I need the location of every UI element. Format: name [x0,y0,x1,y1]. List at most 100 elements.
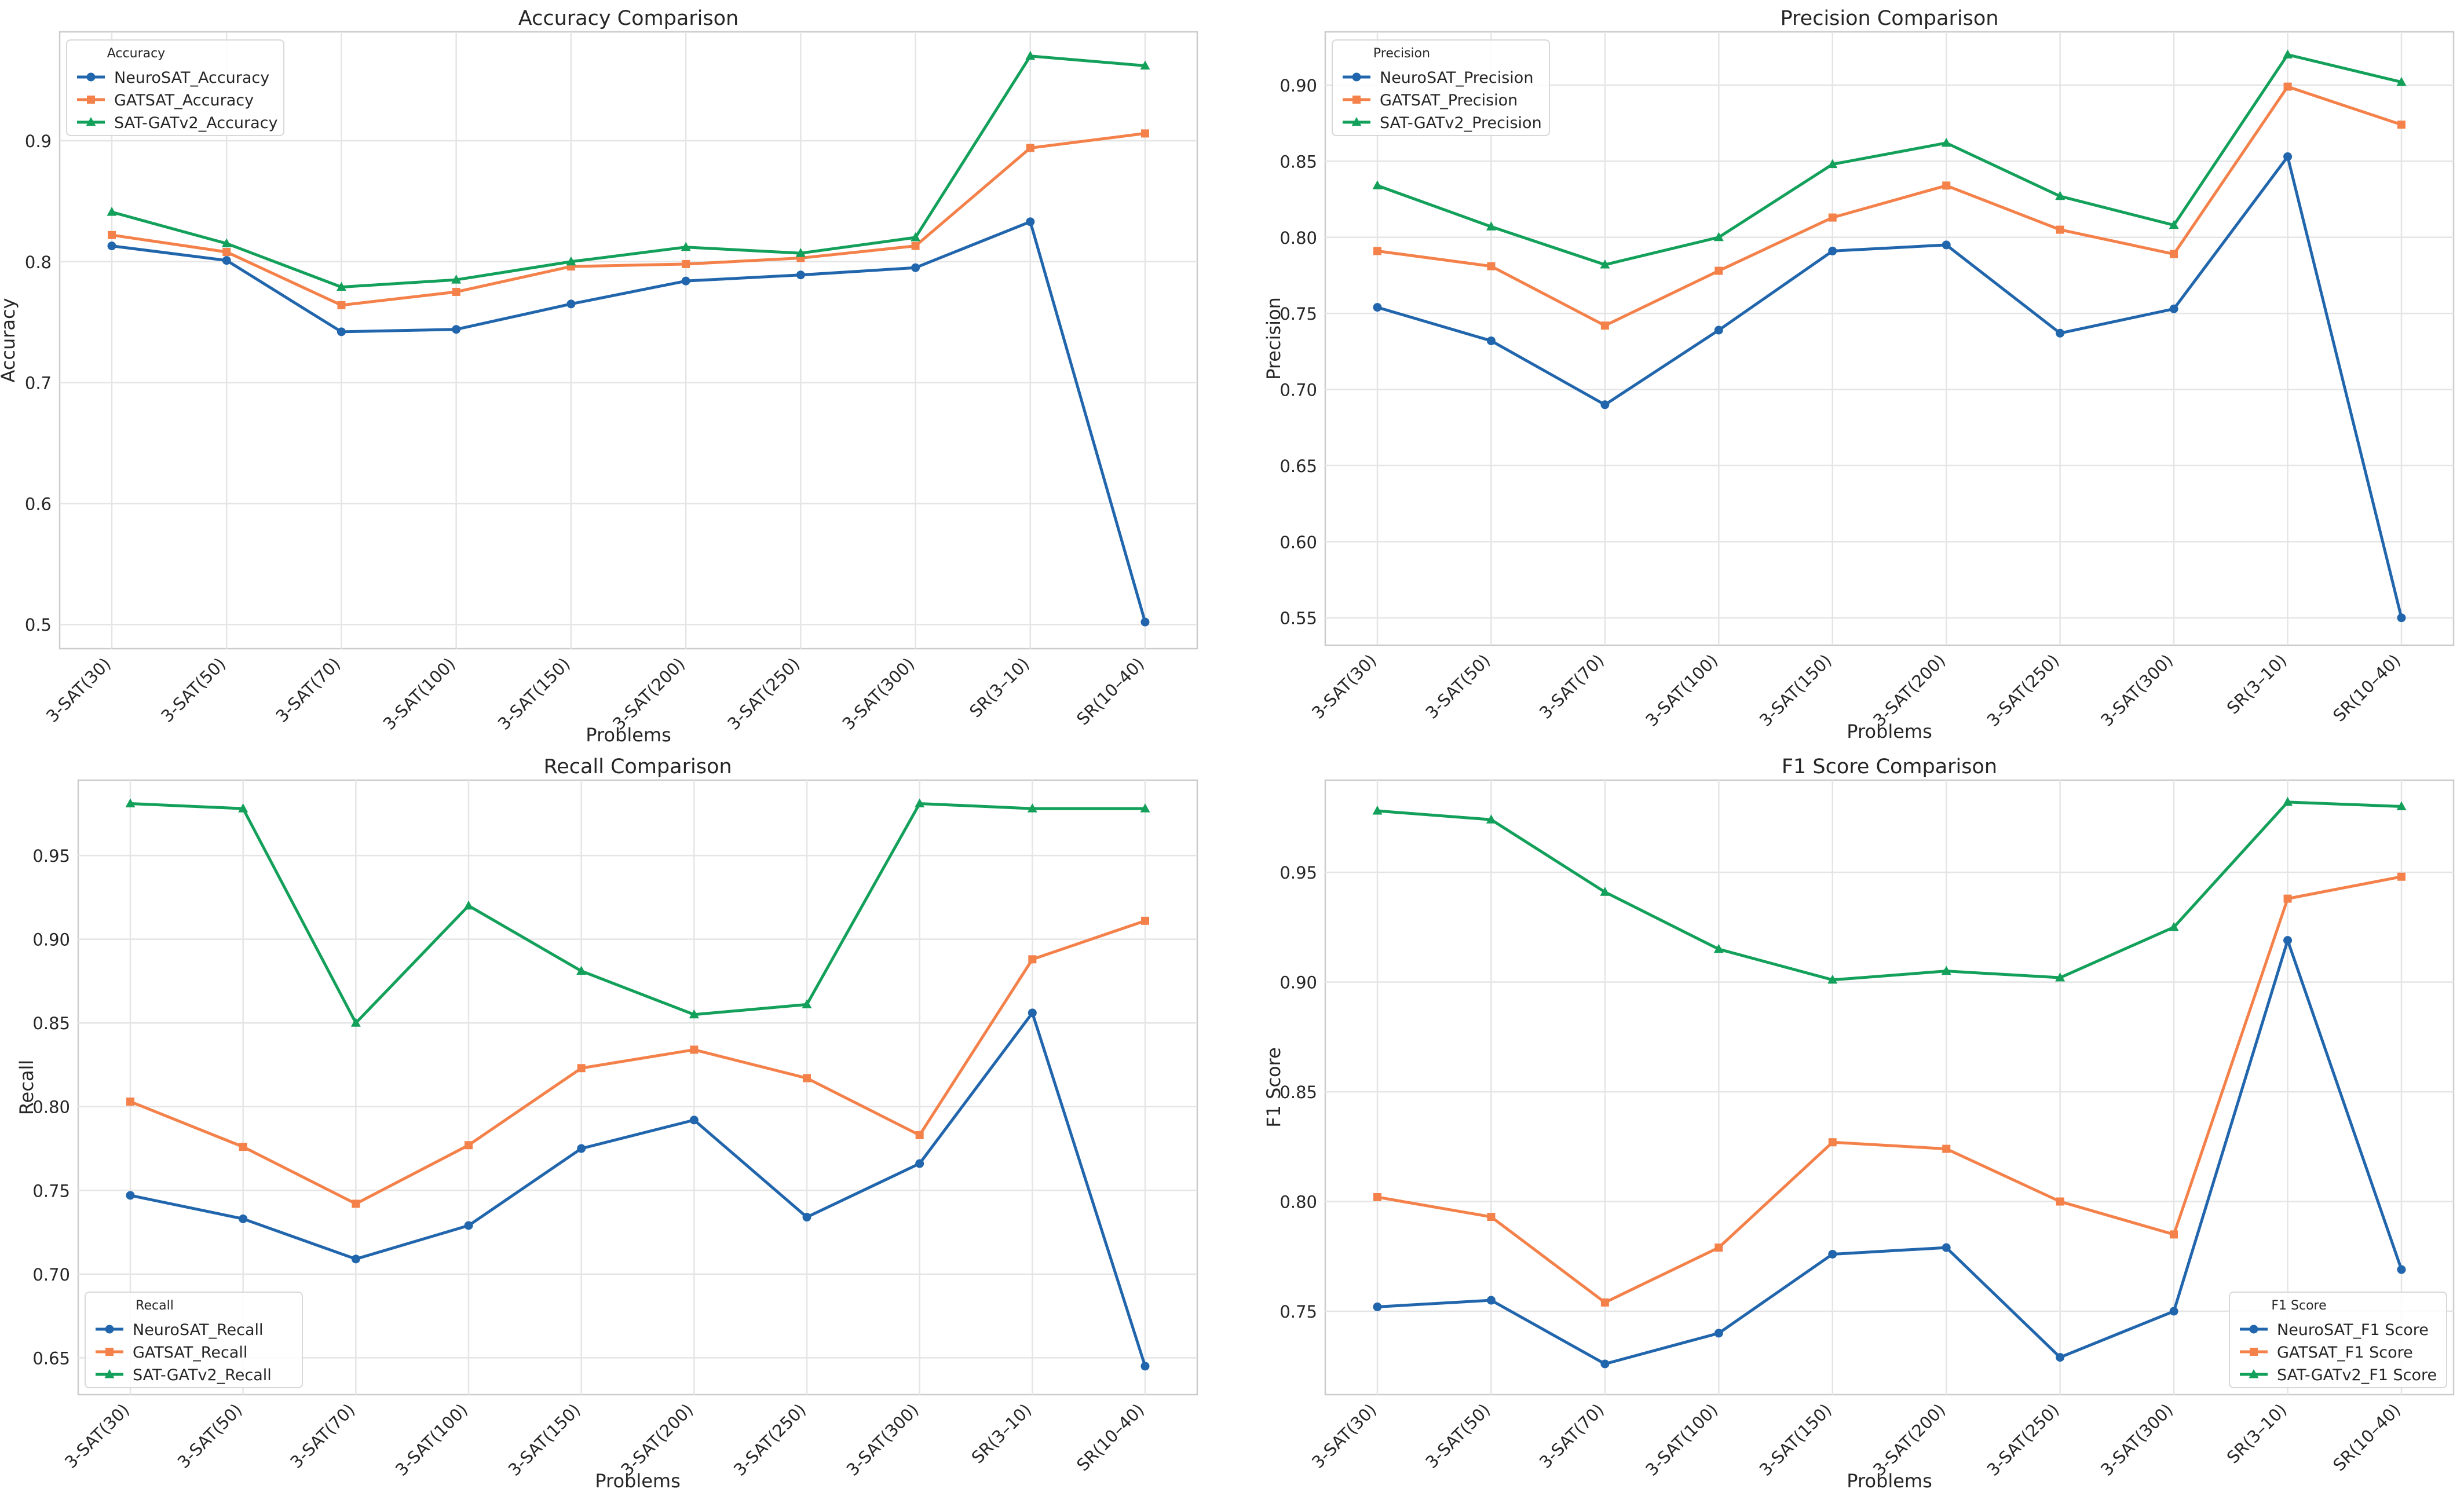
data-point [689,1115,699,1125]
legend-marker [1352,72,1361,82]
data-point [1827,974,1838,984]
series [1373,82,2405,330]
series-line [130,919,1146,1205]
data-point [1141,129,1149,138]
data-point [2055,191,2065,200]
data-point [803,1074,811,1082]
chart-panel: 0.750.800.850.900.953-SAT(30) 3-SAT(50) 3-… [1263,755,2455,1492]
data-point [465,1141,473,1150]
legend-label: GATSAT_Precision [1380,92,1518,109]
data-point [1486,1296,1496,1305]
legend-marker [86,117,96,126]
data-point [238,803,248,813]
data-point [802,999,812,1008]
data-point [2283,152,2293,161]
data-point [125,798,136,807]
data-point [239,1214,248,1223]
y-tick-label: 0.55 [1279,609,1317,628]
data-point [463,900,474,910]
y-tick-label: 0.75 [1279,1302,1317,1322]
y-axis-label: Recall [16,1060,38,1115]
legend-label: NeuroSAT_Precision [1380,69,1533,87]
data-point [577,1064,586,1073]
y-tick-label: 0.80 [1279,1193,1317,1212]
data-point [239,1143,247,1151]
data-point [1028,1008,1037,1018]
y-tick-label: 0.75 [1279,304,1317,324]
data-point [1600,400,1610,409]
data-point [350,1018,361,1027]
y-tick-label: 0.85 [1279,152,1317,171]
series-line [1377,155,2403,619]
data-point [2397,120,2405,129]
legend-marker [2249,1369,2259,1378]
legend-marker [104,1369,115,1378]
data-point [1373,247,1381,255]
legend-label: SAT-GATv2_Accuracy [114,114,277,132]
y-tick-label: 0.90 [1279,76,1317,96]
series [125,798,1150,1027]
data-point [1486,221,1496,231]
legend-label: SAT-GATv2_Recall [133,1366,272,1384]
data-point [1828,213,1837,222]
series-line [111,131,1146,307]
legend-marker [105,1325,114,1334]
data-point [1373,303,1382,312]
chart-title: Precision Comparison [1781,7,1999,30]
data-point [2283,796,2293,806]
y-tick-label: 0.6 [25,494,52,514]
legend-box [1332,39,1550,136]
legend: Accuracy NeuroSAT_Accuracy GATSAT_Accuracy… [66,39,284,136]
legend-marker [2249,1325,2258,1334]
data-point [1713,232,1724,242]
legend-box [66,39,284,136]
y-tick-label: 0.65 [32,1348,70,1368]
data-point [222,248,231,257]
data-point [1486,814,1496,824]
legend-box [2229,1292,2447,1388]
series-line [1377,53,2402,266]
series [108,129,1149,309]
data-point [2397,1265,2406,1274]
y-tick-label: 0.7 [25,374,52,393]
y-tick-label: 0.80 [1279,228,1317,248]
legend-title: Accuracy [107,46,165,61]
legend-label: GATSAT_Recall [133,1344,247,1362]
data-point [2283,936,2293,945]
x-axis-label: Problems [1847,1470,1932,1492]
y-tick-label: 0.65 [1279,456,1317,476]
data-point [1600,321,1609,330]
data-point [566,299,576,309]
chart-panel: 0.550.600.650.700.750.800.850.903-SAT(30… [1263,7,2455,742]
data-point [2397,872,2405,881]
data-point [2056,1353,2065,1362]
data-point [911,263,920,272]
data-point [1714,1243,1723,1252]
x-axis-label: Problems [595,1470,681,1492]
data-point [1827,159,1838,169]
data-point [1026,217,1035,226]
y-tick-label: 0.85 [1279,1082,1317,1102]
data-point [915,1131,924,1139]
data-point [1942,1144,1951,1153]
legend-marker [1352,96,1361,104]
legend-label: SAT-GATv2_Precision [1380,114,1542,132]
legend-box [85,1292,303,1388]
y-tick-label: 0.75 [32,1181,70,1201]
data-point [2169,220,2179,229]
data-point [795,248,806,257]
series [107,217,1150,627]
data-point [2396,801,2407,810]
data-point [915,798,925,807]
data-point [2170,250,2178,258]
data-point [796,270,805,280]
data-point [107,242,116,251]
y-tick-label: 0.80 [32,1098,70,1117]
data-point [222,256,231,265]
y-axis-label: Precision [1263,297,1285,380]
data-point [2056,225,2064,234]
chart-title: Recall Comparison [543,755,732,778]
data-point [337,327,346,336]
y-tick-label: 0.60 [1279,532,1317,552]
data-point [1714,1329,1723,1338]
